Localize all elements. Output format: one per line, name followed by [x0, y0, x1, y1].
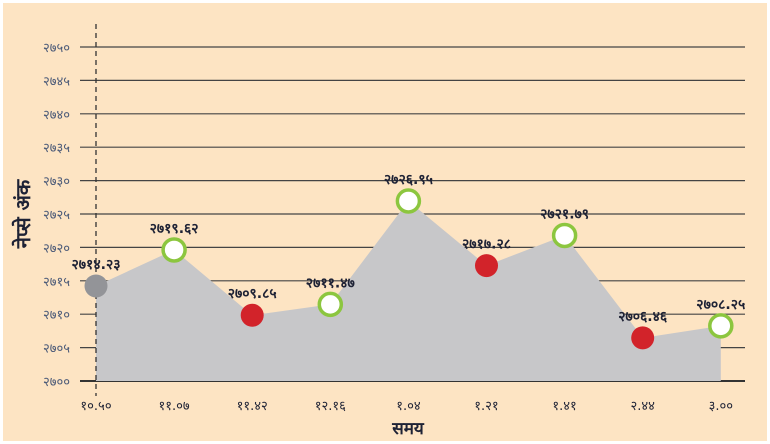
data-label: २७०८.२५ [696, 297, 745, 313]
data-point-up [317, 291, 344, 318]
data-label: २७१७.२८ [462, 237, 511, 253]
data-label: २७११.४७ [306, 275, 355, 291]
data-point-up [551, 222, 578, 249]
y-tick-label: २७०० [43, 375, 70, 390]
x-tick-label: ३.०० [709, 399, 733, 414]
x-axis-label: समय [391, 419, 425, 439]
data-point-neutral [84, 274, 108, 298]
data-point-down [631, 326, 655, 350]
data-label: २७२१.७९ [540, 206, 589, 222]
data-label: २७१४.२३ [72, 257, 121, 273]
data-point-up [708, 313, 734, 339]
x-tick-label: १.०४ [396, 399, 421, 414]
y-tick-label: २७४० [43, 108, 70, 123]
y-tick-label: २७१० [43, 308, 70, 323]
y-tick-label: २७२५ [43, 208, 70, 223]
y-tick-label: २७३० [43, 175, 70, 190]
x-tick-label: २.४४ [630, 399, 655, 414]
y-tick-label: २७१५ [43, 275, 70, 290]
x-tick-label: ११.४२ [237, 399, 268, 414]
x-tick-label: ११.०७ [159, 399, 190, 414]
data-point-down [475, 254, 498, 278]
y-tick-label: २७०५ [43, 342, 70, 357]
data-label: २७०६.४६ [618, 309, 668, 325]
y-tick-label: २७५० [43, 41, 70, 56]
x-tick-label: १०.५० [80, 399, 111, 414]
data-label: २७१९.६२ [150, 221, 199, 237]
y-tick-label: २७४५ [43, 74, 70, 89]
data-point-down [240, 303, 264, 327]
data-point-up [161, 237, 187, 263]
x-tick-label: १.४१ [552, 399, 576, 414]
data-point-up [395, 188, 422, 214]
x-tick-label: १.२१ [474, 399, 498, 414]
x-tick-label: १२.१६ [315, 399, 346, 414]
y-axis-label: नेप्से अंक [11, 178, 35, 249]
y-tick-label: २७३५ [43, 141, 70, 156]
data-label: २७२६.९५ [384, 172, 433, 188]
data-label: २७०९.८५ [228, 286, 277, 302]
y-tick-label: २७२० [43, 241, 70, 256]
